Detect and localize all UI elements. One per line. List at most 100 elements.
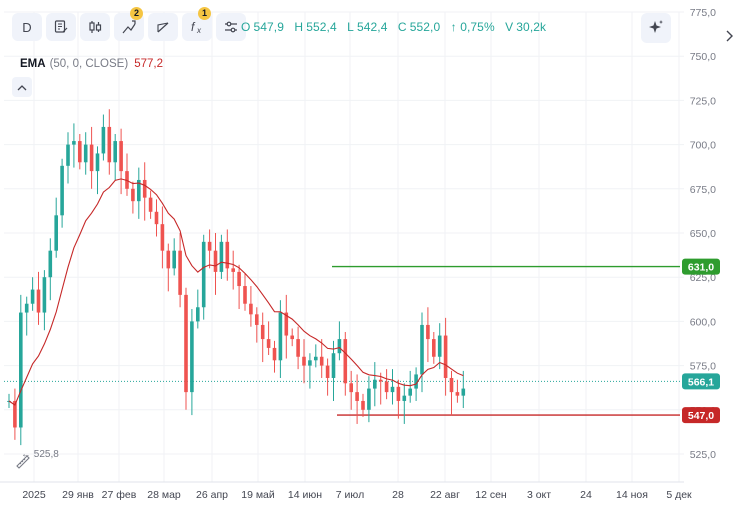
candles-icon bbox=[89, 21, 102, 33]
ai-assistant-button[interactable] bbox=[641, 13, 671, 43]
candle-body bbox=[95, 153, 100, 172]
indicators-badge: 2 bbox=[130, 7, 143, 20]
candle-body bbox=[420, 324, 424, 375]
symbol-info-button[interactable] bbox=[46, 13, 76, 41]
ema-value: 577,2 bbox=[134, 58, 163, 70]
drawing-tools-button[interactable] bbox=[148, 13, 178, 41]
x-tick-label: 5 дек bbox=[666, 489, 692, 501]
candle-body bbox=[432, 339, 436, 357]
candle-body bbox=[296, 339, 300, 357]
x-tick-label: 29 янв bbox=[62, 489, 94, 501]
candle-body bbox=[426, 324, 430, 340]
candle-body bbox=[54, 215, 58, 251]
candle-body bbox=[390, 386, 395, 393]
candle-body bbox=[137, 179, 141, 202]
candle-body bbox=[302, 356, 306, 366]
candle-body bbox=[461, 388, 466, 396]
ema-line bbox=[8, 178, 464, 406]
chevron-right-icon bbox=[726, 30, 733, 42]
interval-button[interactable]: D bbox=[12, 13, 42, 41]
document-edit-icon bbox=[54, 20, 68, 33]
x-tick-label: 19 май bbox=[241, 489, 275, 501]
candle-body bbox=[166, 250, 171, 269]
candle-body bbox=[384, 381, 389, 393]
y-tick-label: 725,0 bbox=[690, 95, 716, 107]
candle-body bbox=[343, 339, 348, 384]
candle-body bbox=[142, 179, 147, 198]
candle-body bbox=[19, 312, 23, 428]
y-tick-label: 525,0 bbox=[690, 449, 716, 461]
candle-body bbox=[272, 347, 277, 361]
close-value: 552,0 bbox=[409, 20, 441, 34]
candle-body bbox=[219, 241, 224, 272]
candle-body bbox=[402, 395, 407, 401]
candle-body bbox=[89, 144, 94, 172]
chart-type-button[interactable] bbox=[80, 13, 110, 41]
interval-label: D bbox=[22, 19, 32, 35]
candle-body bbox=[455, 392, 460, 396]
candle-body bbox=[260, 324, 265, 340]
collapse-panel-button[interactable] bbox=[722, 26, 735, 46]
candle-body bbox=[378, 379, 383, 382]
candle-body bbox=[101, 126, 106, 154]
candle-body bbox=[243, 286, 247, 304]
candle-body bbox=[207, 241, 212, 251]
candle-body bbox=[231, 268, 235, 272]
indicators-button[interactable]: 2 bbox=[114, 7, 144, 41]
min-price-label: ← 525,8 bbox=[21, 449, 59, 460]
candle-body bbox=[249, 303, 253, 315]
x-tick-label: 26 апр bbox=[196, 489, 228, 501]
candle-body bbox=[201, 241, 206, 308]
candle-body bbox=[78, 141, 82, 163]
ema-indicator-legend[interactable]: EMA (50, 0, CLOSE) 577,2 bbox=[20, 58, 163, 70]
price-level-badge bbox=[682, 407, 720, 424]
candle-body bbox=[355, 392, 359, 401]
candle-body bbox=[361, 400, 365, 410]
candle-body bbox=[190, 321, 194, 393]
candle-body bbox=[119, 141, 123, 172]
candle-body bbox=[414, 374, 418, 389]
candle-body bbox=[314, 356, 318, 361]
y-tick-label: 750,0 bbox=[690, 51, 716, 63]
candle-body bbox=[367, 388, 371, 410]
x-tick-label: 14 июн bbox=[288, 489, 322, 501]
x-tick-label: 12 сен bbox=[475, 489, 507, 501]
low-value: 542,4 bbox=[356, 20, 388, 34]
candle-body bbox=[178, 250, 182, 295]
candle-body bbox=[237, 271, 241, 287]
volume-label: V bbox=[505, 20, 514, 34]
candle-body bbox=[443, 335, 448, 378]
candle-body bbox=[66, 144, 70, 166]
y-tick-label: 625,0 bbox=[690, 272, 716, 284]
last-price-label: 566,1 bbox=[688, 376, 714, 388]
svg-text:x: x bbox=[196, 26, 202, 35]
candle-body bbox=[83, 144, 88, 163]
ruler-icon bbox=[16, 455, 30, 469]
candle-body bbox=[213, 250, 218, 272]
collapse-indicators-button[interactable] bbox=[12, 77, 32, 97]
ema-params: (50, 0, CLOSE) bbox=[49, 58, 129, 70]
high-label: H bbox=[294, 20, 304, 34]
candle-body bbox=[255, 314, 259, 325]
candle-body bbox=[30, 289, 35, 304]
ruler-button[interactable] bbox=[13, 452, 33, 472]
x-tick-label: 28 bbox=[392, 489, 404, 501]
candle-body bbox=[319, 356, 324, 366]
candle-body bbox=[408, 388, 412, 396]
settings-button[interactable] bbox=[216, 13, 246, 41]
candle-body bbox=[172, 250, 176, 269]
candle-body bbox=[284, 312, 289, 336]
candle-body bbox=[24, 303, 29, 313]
x-tick-label: 24 bbox=[580, 489, 592, 501]
x-tick-label: 3 окт bbox=[527, 489, 551, 501]
indicators-icon bbox=[122, 20, 136, 34]
y-tick-label: 675,0 bbox=[690, 184, 716, 196]
trend-line-icon bbox=[157, 22, 169, 33]
x-tick-label: 27 фев bbox=[102, 489, 137, 501]
y-tick-label: 650,0 bbox=[690, 228, 716, 240]
